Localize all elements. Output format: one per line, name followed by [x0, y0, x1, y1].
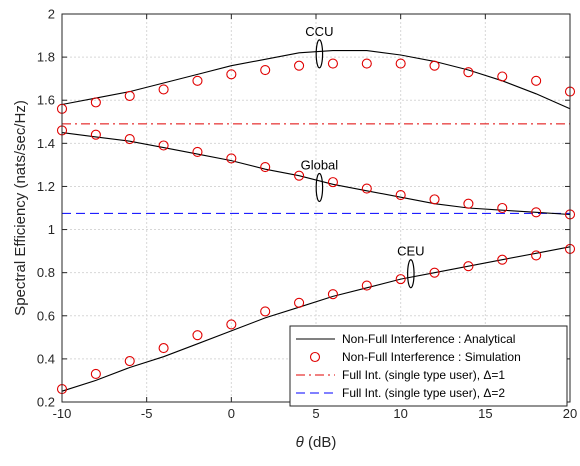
- simulation-marker-ceu: [90, 368, 101, 380]
- simulation-marker-ccu: [497, 71, 508, 82]
- simulation-marker-ceu: [327, 289, 338, 300]
- simulation-marker-ceu: [497, 254, 508, 265]
- x-axis-label-unit: (dB): [304, 434, 337, 451]
- annotations: CCU Global CEU: [301, 24, 425, 289]
- y-tick-label: 1.8: [37, 50, 55, 65]
- simulation-marker-global: [226, 153, 237, 164]
- legend-label: Non-Full Interference : Simulation: [342, 350, 521, 364]
- y-tick-label: 0.2: [37, 395, 55, 410]
- y-axis-label: Spectral Efficiency (nats/sec/Hz): [12, 100, 29, 316]
- simulation-marker-ccu: [260, 64, 271, 76]
- y-tick-label: 1: [48, 222, 55, 237]
- simulation-marker-global: [361, 183, 372, 194]
- annotation-label-ccu: CCU: [305, 24, 333, 39]
- simulation-marker-global: [429, 194, 440, 205]
- x-tick-label: -5: [141, 406, 153, 421]
- simulation-marker-global: [124, 133, 135, 145]
- x-tick-label: 5: [312, 406, 319, 421]
- simulation-marker-global: [497, 202, 508, 214]
- x-tick-label: -10: [53, 406, 72, 421]
- simulation-marker-global: [463, 198, 474, 209]
- annotation-label-global: Global: [301, 158, 339, 173]
- x-axis-label: θ (dB): [296, 434, 337, 451]
- simulation-marker-ceu: [124, 355, 135, 367]
- x-tick-label: 10: [393, 406, 407, 421]
- reference-lines: [62, 123, 570, 214]
- simulation-marker-global: [90, 129, 101, 140]
- simulation-marker-ceu: [429, 267, 440, 278]
- x-tick-label: 15: [478, 406, 492, 421]
- y-tick-label: 0.4: [37, 351, 55, 366]
- simulation-marker-ccu: [429, 60, 440, 71]
- annotation-ellipse-ccu: [315, 39, 324, 69]
- simulation-marker-ccu: [192, 75, 203, 86]
- simulation-marker-global: [531, 207, 542, 218]
- simulation-marker-ceu: [531, 250, 542, 261]
- simulation-marker-ceu: [294, 297, 305, 308]
- analytical-curve-ceu: [61, 246, 571, 392]
- simulation-marker-ccu: [361, 58, 372, 69]
- simulation-marker-global: [158, 140, 169, 151]
- y-tick-label: 1.6: [37, 93, 55, 108]
- simulation-marker-global: [192, 146, 203, 158]
- annotation-ellipse-ceu: [407, 259, 415, 289]
- y-tick-label: 2: [48, 7, 55, 22]
- annotation-ellipse-global: [315, 172, 324, 203]
- simulation-marker-ccu: [226, 69, 237, 80]
- x-tick-label: 20: [563, 406, 577, 421]
- simulation-marker-ccu: [463, 67, 474, 78]
- simulation-marker-global: [327, 177, 338, 188]
- simulation-marker-ceu: [226, 319, 237, 330]
- simulation-marker-ccu: [395, 58, 406, 69]
- legend-label: Non-Full Interference : Analytical: [342, 332, 515, 346]
- y-tick-label: 1.4: [37, 136, 55, 151]
- simulation-marker-ceu: [395, 274, 406, 285]
- simulation-marker-ccu: [90, 97, 101, 108]
- legend-marker: [309, 351, 321, 363]
- simulation-marker-ceu: [158, 343, 169, 354]
- simulation-marker-ceu: [192, 330, 203, 341]
- simulation-marker-ccu: [158, 84, 169, 95]
- legend-label: Full Int. (single type user), Δ=2: [342, 386, 505, 400]
- y-tick-label: 0.8: [37, 265, 55, 280]
- y-tick-label: 1.2: [37, 179, 55, 194]
- simulation-marker-global: [395, 190, 406, 201]
- legend-label: Full Int. (single type user), Δ=1: [342, 368, 505, 382]
- simulation-marker-ccu: [294, 60, 305, 71]
- axis-ticks: -10 -5 0 5 10 15 20 0.2 0.4 0.6 0.8 1 1.2 1.4 1.6 1.8 2: [37, 7, 577, 422]
- simulation-marker-ccu: [124, 90, 135, 101]
- simulation-marker-ceu: [463, 261, 474, 272]
- annotation-label-ceu: CEU: [397, 244, 424, 259]
- legend-box: [289, 325, 568, 407]
- legend: Non-Full Interference : Analytical Non-Fu…: [289, 325, 568, 407]
- simulation-marker-global: [260, 161, 271, 173]
- simulation-marker-global: [294, 170, 305, 181]
- simulation-marker-ccu: [531, 75, 542, 86]
- x-axis-label-var: θ: [296, 434, 304, 451]
- x-tick-label: 0: [228, 406, 235, 421]
- y-tick-label: 0.6: [37, 308, 55, 323]
- simulation-marker-ceu: [260, 306, 271, 317]
- simulation-marker-ccu: [327, 58, 338, 69]
- simulation-marker-ceu: [361, 280, 372, 291]
